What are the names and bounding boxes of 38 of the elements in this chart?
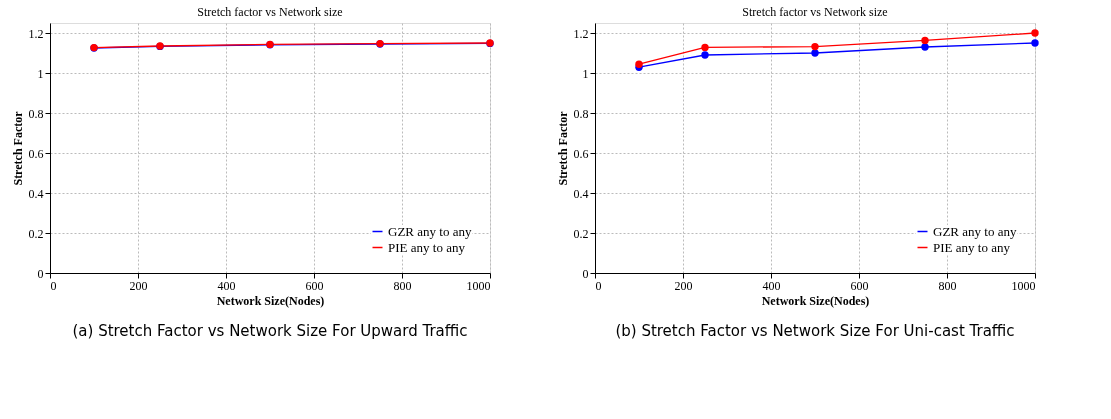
y-tick-label: 0.4	[28, 186, 44, 201]
y-tick-label: 0.6	[28, 146, 44, 161]
y-tick-label: 0.8	[573, 106, 589, 121]
x-tick-label: 600	[305, 278, 324, 293]
x-tick-label: 0	[595, 278, 602, 293]
y-tick-label: 1	[37, 66, 44, 81]
y-tick-label: 0.8	[28, 106, 44, 121]
legend-label: GZR any to any	[388, 223, 472, 239]
y-axis-title: Stretch Factor	[555, 110, 570, 186]
y-tick-label: 1.2	[573, 26, 589, 41]
chart-title: Stretch factor vs Network size	[197, 5, 343, 19]
x-axis-title: Network Size(Nodes)	[216, 293, 325, 308]
legend-label: GZR any to any	[933, 223, 1017, 239]
x-tick-label: 1000	[1011, 278, 1036, 293]
x-axis-title: Network Size(Nodes)	[761, 293, 870, 308]
x-tick-label: 1000	[466, 278, 491, 293]
x-tick-label: 200	[129, 278, 148, 293]
text: (b) Stretch Factor vs Network Size For Uni-cast Traffic	[615, 322, 1015, 340]
legend-label: PIE any to any	[933, 239, 1011, 255]
x-tick-label: 400	[217, 278, 236, 293]
x-tick-label: 800	[393, 278, 412, 293]
x-tick-label: 400	[762, 278, 781, 293]
x-tick-label: 200	[674, 278, 693, 293]
y-tick-label: 0.2	[573, 226, 589, 241]
y-tick-label: 1	[582, 66, 589, 81]
text: (a) Stretch Factor vs Network Size For Upward Traffic	[72, 322, 468, 340]
y-tick-label: 0	[37, 266, 44, 281]
y-tick-label: 1.2	[28, 26, 44, 41]
x-tick-label: 0	[50, 278, 57, 293]
y-tick-label: 0.4	[573, 186, 589, 201]
x-tick-label: 600	[850, 278, 869, 293]
chart-title: Stretch factor vs Network size	[742, 5, 888, 19]
x-tick-label: 800	[938, 278, 957, 293]
y-tick-label: 0	[582, 266, 589, 281]
y-axis-title: Stretch Factor	[10, 110, 25, 186]
legend-label: PIE any to any	[388, 239, 466, 255]
y-tick-label: 0.6	[573, 146, 589, 161]
y-tick-label: 0.2	[28, 226, 44, 241]
